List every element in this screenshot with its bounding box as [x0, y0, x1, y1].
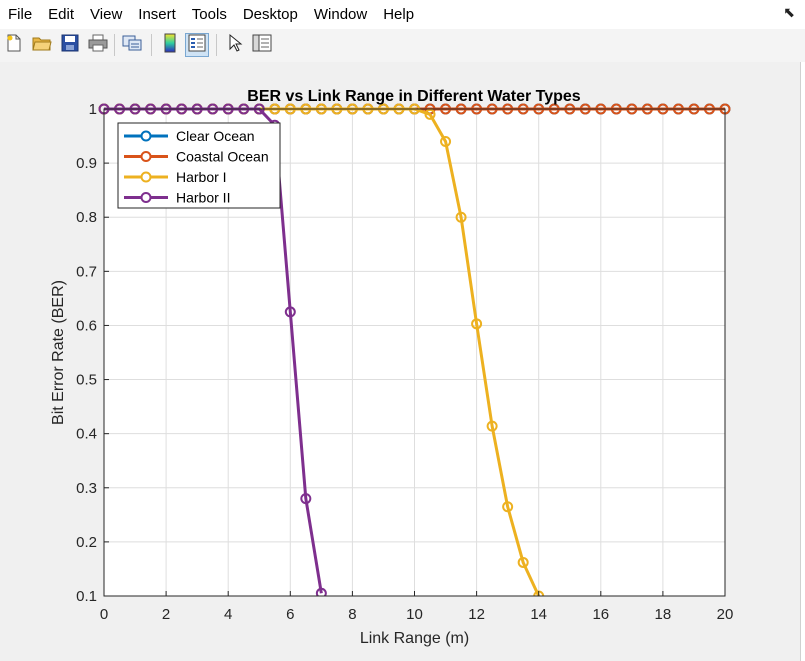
legend-swatch-marker	[140, 171, 152, 183]
legend-item-clear-ocean[interactable]: Clear Ocean	[124, 128, 255, 144]
data-point-harbor-i	[455, 211, 467, 223]
legend-label: Clear Ocean	[176, 128, 255, 144]
insert-legend-icon	[188, 34, 206, 57]
data-point-harbor-ii	[300, 493, 312, 505]
new-figure-icon	[5, 34, 23, 57]
x-tick-label: 8	[348, 606, 356, 623]
legend[interactable]: Clear Ocean Coastal Ocean Harbor I Harbor I…	[117, 122, 281, 209]
edit-plot-arrow-button[interactable]	[223, 33, 247, 57]
x-tick-label: 18	[655, 606, 672, 623]
legend-item-harbor-i[interactable]: Harbor I	[124, 169, 227, 185]
insert-colorbar-icon	[163, 33, 177, 58]
data-point-harbor-i	[502, 501, 514, 513]
y-tick-label: 0.5	[76, 372, 97, 389]
data-point-harbor-i	[424, 108, 436, 120]
data-point-harbor-i	[486, 420, 498, 432]
edit-plot-arrow-icon	[227, 33, 243, 58]
x-tick-label: 12	[468, 606, 485, 623]
save-button[interactable]	[58, 33, 82, 57]
y-tick-label: 0.9	[76, 155, 97, 172]
data-point-harbor-i	[440, 135, 452, 147]
y-tick-label: 0.1	[76, 588, 97, 605]
legend-item-harbor-ii[interactable]: Harbor II	[124, 190, 230, 206]
legend-label: Coastal Ocean	[176, 149, 269, 165]
data-point-harbor-ii	[284, 306, 296, 318]
toolbar-separator	[151, 34, 152, 56]
x-tick-label: 10	[406, 606, 423, 623]
x-tick-label: 20	[717, 606, 734, 623]
print-icon	[88, 34, 108, 57]
figure-canvas: 0 2 4 6 8 10 12 14 16 18 20 0.1 0.2 0.3 0.4 0.5 0.6 0.7 0.…	[0, 62, 801, 661]
legend-label: Harbor I	[176, 169, 227, 185]
menu-desktop[interactable]: Desktop	[242, 6, 298, 23]
y-axis-label: Bit Error Rate (BER)	[50, 280, 67, 425]
open-file-button[interactable]	[30, 33, 54, 57]
window-edge	[800, 62, 805, 661]
y-tick-label: 1	[89, 101, 97, 118]
insert-colorbar-button[interactable]	[158, 33, 182, 57]
dock-arrow-icon[interactable]: ⬉	[783, 5, 795, 21]
legend-item-coastal-ocean[interactable]: Coastal Ocean	[124, 149, 269, 165]
x-tick-label: 4	[224, 606, 232, 623]
new-figure-button[interactable]	[2, 33, 26, 57]
y-tick-label: 0.2	[76, 534, 97, 551]
x-tick-label: 16	[592, 606, 609, 623]
y-tick-label: 0.6	[76, 317, 97, 334]
data-point-harbor-i	[517, 556, 529, 568]
x-tick-label: 2	[162, 606, 170, 623]
x-axis-label: Link Range (m)	[360, 630, 469, 647]
data-point-harbor-ii	[315, 587, 327, 596]
legend-swatch-marker	[140, 151, 152, 162]
menu-view[interactable]: View	[90, 6, 123, 23]
toolbar-separator	[216, 34, 217, 56]
x-tick-label: 14	[530, 606, 547, 623]
insert-legend-button[interactable]	[185, 33, 209, 57]
property-inspector-icon	[252, 34, 272, 57]
print-button[interactable]	[86, 33, 110, 57]
property-inspector-button[interactable]	[250, 33, 274, 57]
legend-label: Harbor II	[176, 190, 230, 206]
y-tick-label: 0.7	[76, 263, 97, 280]
y-tick-label: 0.8	[76, 209, 97, 226]
link-plot-icon	[122, 34, 142, 57]
toolbar-separator	[114, 34, 115, 56]
menu-file[interactable]: File	[8, 6, 33, 23]
link-plot-button[interactable]	[120, 33, 144, 57]
x-tick-label: 6	[286, 606, 294, 623]
menu-bar: File Edit View Insert Tools Desktop Window Help	[0, 0, 805, 29]
chart-title: BER vs Link Range in Different Water Typ…	[247, 88, 581, 105]
save-icon	[61, 34, 79, 57]
menu-tools[interactable]: Tools	[191, 6, 227, 23]
data-point-harbor-i	[471, 318, 483, 330]
y-tick-label: 0.3	[76, 480, 97, 497]
x-tick-label: 0	[100, 606, 108, 623]
legend-swatch-marker	[140, 130, 152, 142]
open-file-icon	[32, 34, 52, 57]
menu-window[interactable]: Window	[313, 6, 368, 23]
menu-help[interactable]: Help	[383, 6, 415, 23]
figure-toolbar	[0, 29, 805, 63]
tick-labels: 0 2 4 6 8 10 12 14 16 18 20 0.1 0.2 0.3 0.4 0.5 0.6 0.7 0.…	[76, 101, 733, 623]
menu-insert[interactable]: Insert	[138, 6, 176, 23]
menu-edit[interactable]: Edit	[48, 6, 75, 23]
legend-swatch-marker	[140, 192, 152, 203]
y-tick-label: 0.4	[76, 426, 97, 443]
